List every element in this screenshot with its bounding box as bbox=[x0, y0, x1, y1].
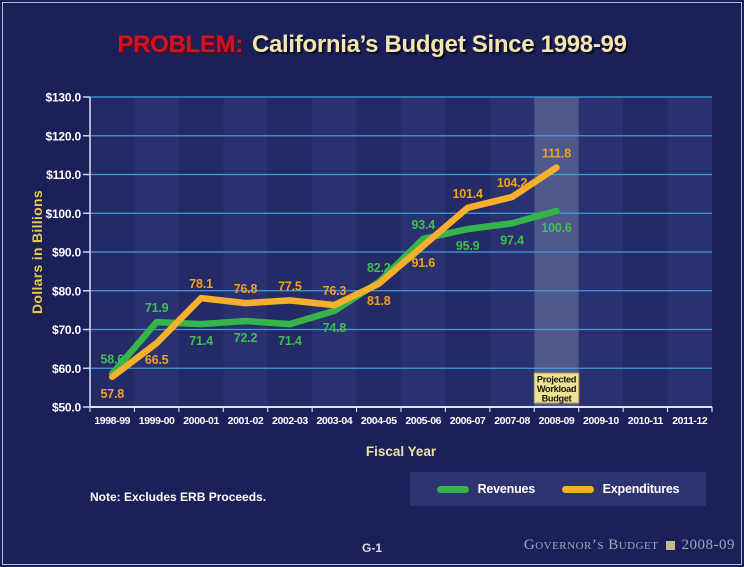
note-text: Note: Excludes ERB Proceeds. bbox=[90, 490, 267, 504]
y-tick-label: $130.0 bbox=[45, 91, 81, 105]
y-tick-label: $70.0 bbox=[52, 323, 82, 337]
expenditures-data-label: 76.3 bbox=[323, 284, 347, 298]
x-tick-label: 2009-10 bbox=[583, 415, 619, 427]
y-tick-label: $90.0 bbox=[52, 246, 82, 260]
revenues-data-label: 72.2 bbox=[234, 331, 258, 345]
x-axis-title: Fiscal Year bbox=[365, 444, 437, 459]
expenditures-data-label: 111.8 bbox=[542, 147, 571, 161]
y-tick-label: $60.0 bbox=[52, 362, 82, 376]
expenditures-data-label: 81.8 bbox=[367, 294, 391, 308]
expenditures-data-label: 77.5 bbox=[278, 279, 302, 293]
projected-workload-budget-box bbox=[533, 372, 580, 404]
expenditures-data-label: 104.2 bbox=[497, 176, 528, 190]
legend-item-expenditures: Expenditures bbox=[561, 482, 680, 496]
x-tick-label: 2001-02 bbox=[228, 415, 264, 427]
legend-label-expenditures: Expenditures bbox=[602, 482, 680, 496]
expenditures-data-label: 101.4 bbox=[453, 187, 484, 201]
page-number: G-1 bbox=[361, 541, 382, 555]
revenues-line bbox=[108, 207, 560, 377]
x-tick-label: 2000-01 bbox=[183, 415, 219, 427]
x-tick-label: 2005-06 bbox=[405, 415, 441, 427]
revenues-data-label: 95.9 bbox=[456, 239, 480, 253]
revenues-data-label: 100.6 bbox=[541, 221, 572, 235]
revenues-data-label: 71.9 bbox=[145, 301, 169, 315]
projected-workload-budget-text: Budget bbox=[542, 394, 572, 404]
y-tick-label: $100.0 bbox=[45, 207, 81, 221]
revenues-data-label: 82.2 bbox=[367, 261, 391, 275]
square-bullet-icon bbox=[665, 541, 675, 550]
revenues-data-label: 71.4 bbox=[278, 334, 302, 348]
expenditures-data-label: 66.5 bbox=[145, 353, 169, 367]
title-problem-label: PROBLEM: bbox=[117, 31, 243, 58]
footer-brand-year: 2008-09 bbox=[681, 537, 735, 553]
expenditures-data-label: 91.6 bbox=[411, 256, 435, 270]
legend-item-revenues: Revenues bbox=[436, 482, 536, 496]
x-tick-label: 2006-07 bbox=[450, 415, 486, 427]
revenues-data-label: 58.6 bbox=[100, 353, 124, 367]
revenues-data-label: 71.4 bbox=[189, 334, 213, 348]
x-tick-label: 2011-12 bbox=[672, 415, 708, 427]
expenditures-data-label: 78.1 bbox=[189, 277, 213, 291]
legend-label-revenues: Revenues bbox=[477, 482, 536, 496]
y-tick-label: $110.0 bbox=[46, 168, 81, 182]
y-tick-label: $80.0 bbox=[52, 284, 82, 298]
y-tick-label: $120.0 bbox=[45, 129, 81, 143]
revenues-data-label: 93.4 bbox=[411, 218, 435, 232]
legend: Revenues Expenditures bbox=[410, 472, 706, 506]
y-tick-label: $50.0 bbox=[52, 401, 82, 415]
footer-brand: Governor’s Budget 2008-09 bbox=[524, 537, 735, 554]
title-main-text: California’s Budget Since 1998-99 bbox=[251, 31, 627, 58]
revenues-data-label: 97.4 bbox=[500, 233, 524, 247]
expenditures-line bbox=[108, 164, 560, 381]
expenditures-line-swatch-icon bbox=[561, 485, 594, 493]
footer-brand-name: Governor’s Budget bbox=[523, 537, 659, 553]
expenditures-data-label: 76.8 bbox=[234, 282, 258, 296]
slide-title: PROBLEM: California’s Budget Since 1998-9… bbox=[0, 31, 744, 59]
x-tick-label: 2008-09 bbox=[539, 415, 575, 427]
projected-workload-budget-text: Workload bbox=[537, 384, 576, 394]
x-tick-label: 1998-99 bbox=[94, 415, 130, 427]
x-tick-label: 2004-05 bbox=[361, 415, 397, 427]
revenues-data-label: 74.8 bbox=[323, 321, 347, 335]
expenditures-data-label: 57.8 bbox=[100, 387, 124, 401]
x-tick-label: 1999-00 bbox=[139, 415, 175, 427]
x-tick-label: 2002-03 bbox=[272, 415, 308, 427]
revenues-line-swatch-icon bbox=[436, 485, 469, 493]
x-tick-label: 2007-08 bbox=[494, 415, 530, 427]
x-tick-label: 2010-11 bbox=[628, 415, 664, 427]
projected-workload-budget-text: Projected bbox=[537, 375, 576, 385]
x-tick-label: 2003-04 bbox=[316, 415, 352, 427]
